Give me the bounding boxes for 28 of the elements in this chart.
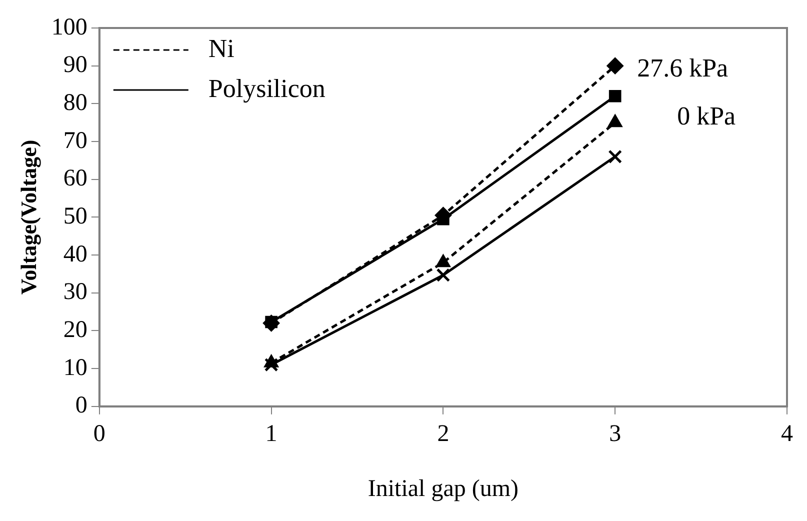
point bbox=[606, 57, 624, 74]
x-tick-label: 3 bbox=[609, 421, 622, 448]
y-tick-label: 20 bbox=[63, 317, 88, 344]
y-tick-label: 100 bbox=[51, 14, 88, 40]
point bbox=[608, 90, 622, 102]
y-tick-label: 10 bbox=[63, 354, 88, 381]
x-tick-label: 2 bbox=[437, 421, 450, 448]
y-tick-label: 30 bbox=[63, 279, 88, 306]
y-tick-label: 60 bbox=[63, 166, 88, 192]
y-tick-label: 0 bbox=[75, 392, 88, 419]
x-tick-label: 0 bbox=[93, 421, 106, 448]
x-tick-label: 4 bbox=[781, 421, 793, 448]
y-tick-label: 40 bbox=[63, 241, 88, 268]
x-tick-label: 1 bbox=[265, 421, 278, 448]
y-tick-label: 50 bbox=[63, 203, 88, 230]
legend-label: Ni bbox=[208, 34, 234, 63]
y-tick-label: 80 bbox=[63, 90, 88, 116]
annotation: 27.6 kPa bbox=[637, 54, 729, 83]
point bbox=[264, 358, 278, 372]
point bbox=[436, 268, 450, 282]
y-axis-title: Voltage(Voltage) bbox=[16, 140, 41, 295]
y-tick-label: 70 bbox=[63, 128, 88, 154]
point bbox=[437, 212, 450, 226]
annotation: 0 kPa bbox=[677, 101, 736, 130]
point bbox=[608, 150, 622, 164]
legend-label: Polysilicon bbox=[208, 74, 326, 103]
y-tick-label: 90 bbox=[63, 52, 88, 78]
x-axis-title: Initial gap (um) bbox=[368, 476, 519, 502]
